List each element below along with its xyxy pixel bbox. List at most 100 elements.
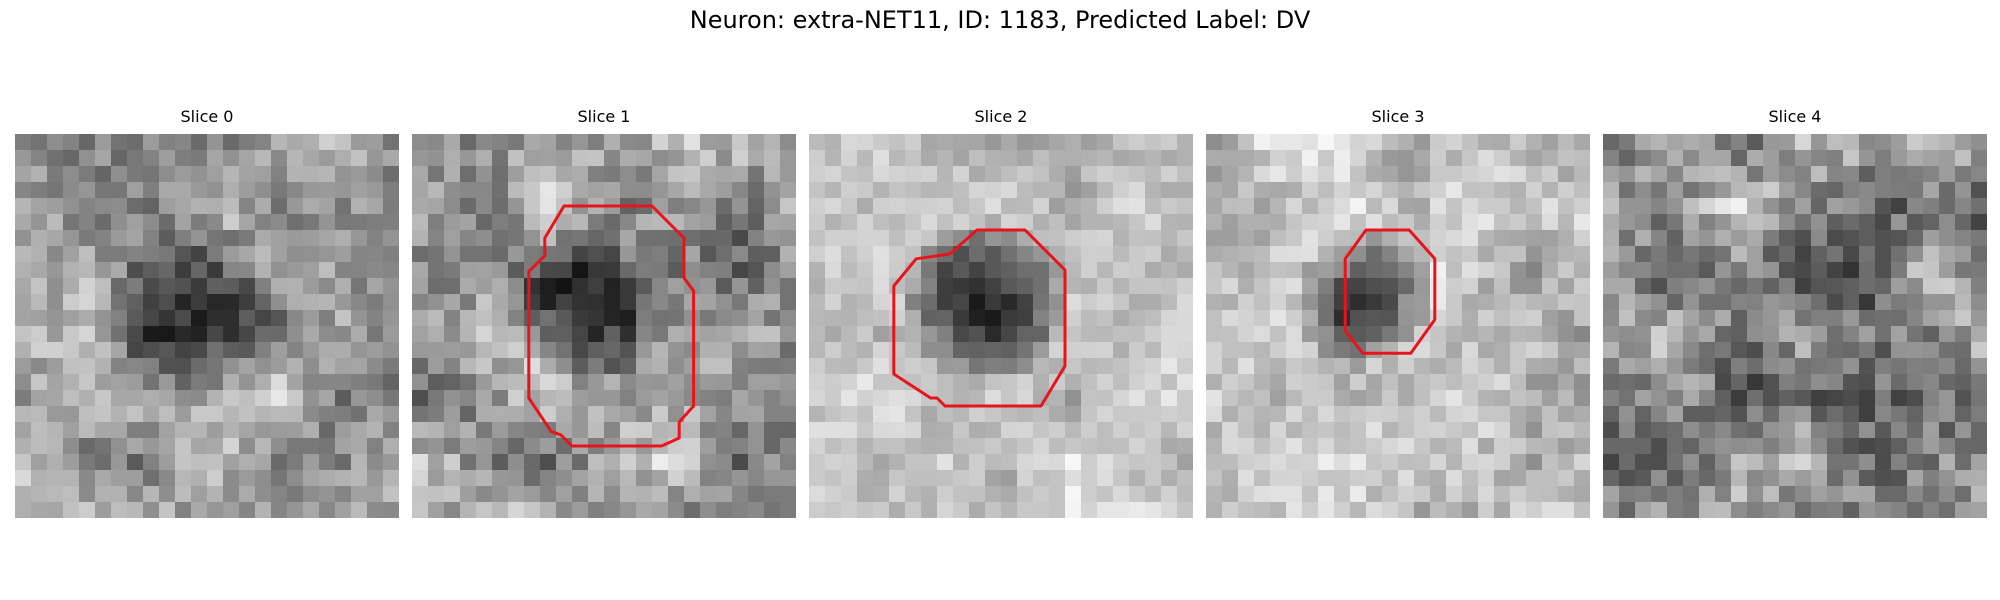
pixel	[1081, 422, 1098, 439]
pixel	[1939, 310, 1956, 327]
pixel	[780, 486, 796, 503]
pixel	[460, 278, 477, 295]
pixel	[319, 294, 336, 311]
pixel	[1462, 150, 1479, 167]
pixel	[857, 134, 874, 151]
pixel	[780, 342, 796, 359]
pixel	[1414, 134, 1431, 151]
pixel	[825, 358, 842, 375]
pixel	[1238, 198, 1255, 215]
pixel	[1494, 470, 1511, 487]
pixel	[287, 390, 304, 407]
pixel	[351, 262, 368, 279]
pixel	[476, 470, 493, 487]
pixel	[1907, 502, 1924, 518]
pixel	[748, 374, 765, 391]
pixel	[95, 278, 112, 295]
pixel	[508, 358, 525, 375]
pixel	[1222, 166, 1239, 183]
pixel	[1827, 422, 1844, 439]
pixel	[1510, 502, 1527, 518]
pixel	[1603, 502, 1620, 518]
pixel	[1747, 278, 1764, 295]
pixel	[239, 278, 256, 295]
pixel	[1558, 406, 1575, 423]
pixel	[492, 262, 509, 279]
pixel	[652, 374, 669, 391]
pixel	[287, 406, 304, 423]
pixel	[1478, 502, 1495, 518]
pixel	[47, 438, 64, 455]
pixel	[1049, 502, 1066, 518]
pixel	[1017, 278, 1034, 295]
pixel	[825, 470, 842, 487]
pixel	[319, 486, 336, 503]
pixel	[31, 246, 48, 263]
pixel	[1177, 454, 1193, 471]
pixel	[1651, 134, 1668, 151]
pixel	[937, 454, 954, 471]
pixel	[1238, 278, 1255, 295]
pixel	[428, 438, 445, 455]
pixel	[1334, 358, 1351, 375]
pixel	[1827, 486, 1844, 503]
pixel	[1382, 294, 1399, 311]
pixel	[1033, 246, 1050, 263]
pixel	[732, 134, 749, 151]
pixel	[540, 374, 557, 391]
pixel	[652, 310, 669, 327]
pixel	[444, 182, 461, 199]
pixel	[604, 374, 621, 391]
pixel	[383, 262, 399, 279]
pixel	[732, 262, 749, 279]
pixel	[700, 246, 717, 263]
pixel	[1430, 342, 1447, 359]
pixel	[1302, 310, 1319, 327]
pixel	[604, 182, 621, 199]
pixel	[809, 326, 826, 343]
pixel	[1222, 502, 1239, 518]
pixel	[1603, 278, 1620, 295]
pixel	[921, 310, 938, 327]
pixel	[143, 150, 160, 167]
pixel	[476, 294, 493, 311]
pixel	[953, 166, 970, 183]
pixel	[1763, 342, 1780, 359]
pixel	[1683, 230, 1700, 247]
pixel	[780, 214, 796, 231]
pixel	[31, 230, 48, 247]
pixel	[1145, 198, 1162, 215]
pixel	[1779, 470, 1796, 487]
pixel	[271, 454, 288, 471]
pixel	[668, 390, 685, 407]
pixel	[1971, 198, 1987, 215]
pixel	[1366, 246, 1383, 263]
pixel	[1238, 486, 1255, 503]
pixel	[127, 230, 144, 247]
pixel	[255, 262, 272, 279]
pixel	[1526, 262, 1543, 279]
pixel	[1603, 470, 1620, 487]
pixel	[1318, 150, 1335, 167]
pixel	[1177, 262, 1193, 279]
pixel	[1017, 502, 1034, 518]
pixel	[764, 358, 781, 375]
pixel	[841, 310, 858, 327]
pixel	[1446, 166, 1463, 183]
pixel	[921, 262, 938, 279]
pixel	[1113, 358, 1130, 375]
pixel	[95, 262, 112, 279]
pixel	[1763, 262, 1780, 279]
pixel	[1558, 358, 1575, 375]
pixel	[905, 214, 922, 231]
pixel	[1667, 438, 1684, 455]
pixel	[524, 358, 541, 375]
pixel	[1254, 166, 1271, 183]
pixel	[1254, 374, 1271, 391]
pixel	[1603, 374, 1620, 391]
pixel	[604, 454, 621, 471]
pixel	[1302, 422, 1319, 439]
pixel	[1827, 502, 1844, 518]
pixel	[1843, 230, 1860, 247]
pixel	[255, 470, 272, 487]
